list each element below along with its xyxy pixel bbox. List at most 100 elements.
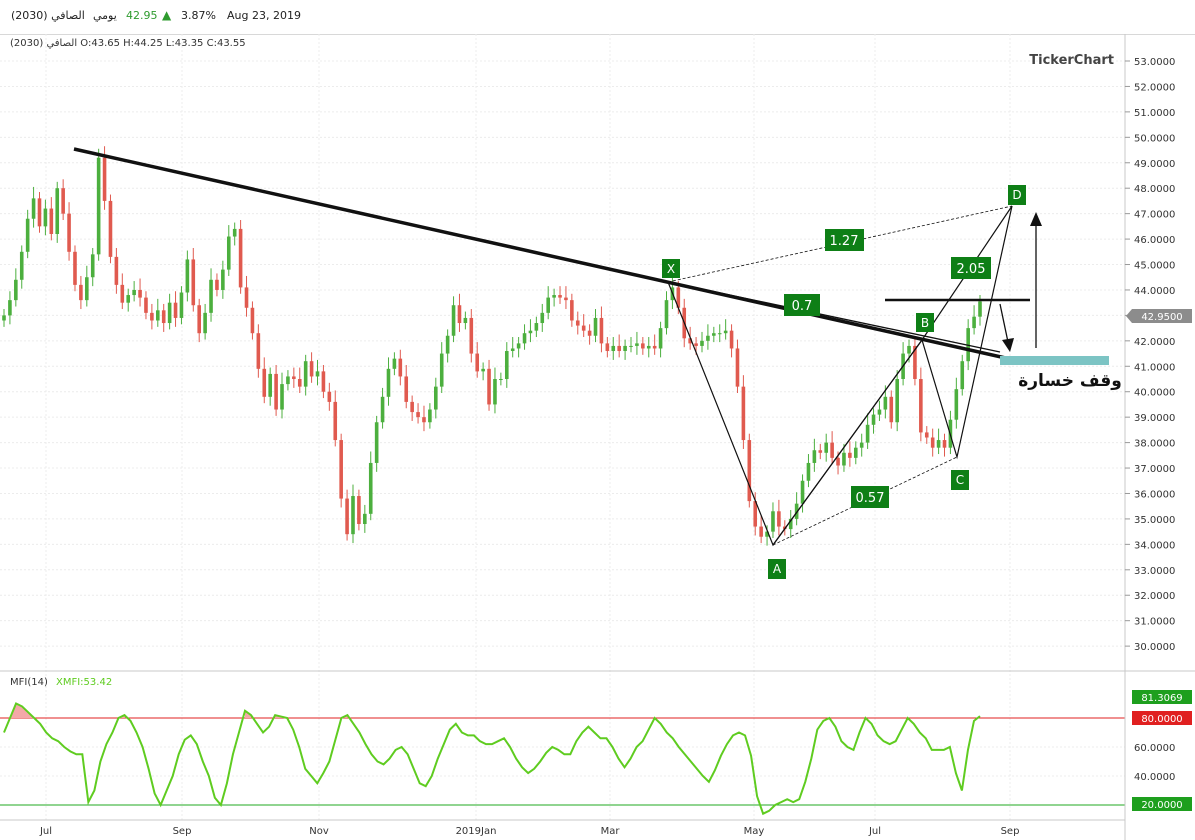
candle-body <box>706 335 710 341</box>
change-percent: 3.87% <box>181 9 216 22</box>
candle-body <box>481 368 485 372</box>
candle-body <box>717 333 722 335</box>
candle-body <box>575 320 580 326</box>
candle-body <box>315 371 320 377</box>
candle-body <box>215 279 219 290</box>
candle-body <box>25 218 30 252</box>
candle-body <box>416 412 420 418</box>
candle-body <box>877 409 882 415</box>
mfi-y-tick-label: 40.0000 <box>1134 772 1175 783</box>
candle-body <box>434 386 438 410</box>
candle-body <box>629 345 633 347</box>
candle-body <box>114 256 119 285</box>
candle-body <box>853 447 858 458</box>
candle-body <box>936 440 941 448</box>
svg-text:20.0000: 20.0000 <box>1141 800 1182 811</box>
svg-text:42.9500: 42.9500 <box>1141 312 1182 323</box>
candle-body <box>794 503 799 519</box>
candle-body <box>741 386 746 441</box>
candle-body <box>546 297 550 313</box>
long-trendline <box>73 147 1029 365</box>
last-price-label: 42.9500 <box>1126 309 1192 323</box>
candle-body <box>564 297 568 301</box>
candle-body <box>292 376 296 379</box>
candle-body <box>635 343 639 346</box>
candle-body <box>380 396 385 423</box>
svg-text:C: C <box>956 473 964 487</box>
candle-body <box>345 498 349 535</box>
candle-body <box>439 353 444 387</box>
candle-body <box>688 338 692 344</box>
candle-body <box>883 396 888 410</box>
candle-body <box>392 358 397 369</box>
candle-body <box>90 254 95 278</box>
candle-body <box>842 452 846 466</box>
candle-body <box>516 343 521 349</box>
point-d-label: D <box>1008 185 1026 205</box>
candle-body <box>173 302 178 318</box>
price-candles <box>2 146 982 546</box>
candle-body <box>919 379 923 433</box>
mfi-overbought-fill <box>10 703 35 718</box>
point-a-label: A <box>768 559 786 579</box>
y-tick-label: 33.0000 <box>1134 566 1175 577</box>
y-tick-label: 36.0000 <box>1134 489 1175 500</box>
candle-body <box>303 361 308 387</box>
candle-body <box>475 353 480 372</box>
candle-body <box>339 440 343 499</box>
svg-text:81.3069: 81.3069 <box>1141 693 1182 704</box>
y-tick-label: 40.0000 <box>1134 388 1175 399</box>
svg-text:D: D <box>1012 188 1021 202</box>
last-price: 42.95 <box>126 9 158 22</box>
candle-body <box>2 315 6 321</box>
candle-body <box>871 414 876 425</box>
candle-body <box>155 310 160 321</box>
candle-body <box>132 289 136 296</box>
y-tick-label: 46.0000 <box>1134 235 1175 246</box>
candle-body <box>700 340 704 346</box>
candle-body <box>646 345 651 349</box>
candle-body <box>907 345 911 354</box>
candle-body <box>930 437 935 448</box>
candle-body <box>327 391 332 402</box>
candle-body <box>404 376 409 402</box>
candle-body <box>37 198 42 227</box>
candle-body <box>126 295 131 303</box>
candle-body <box>374 422 379 463</box>
candle-body <box>800 480 805 504</box>
candle-body <box>540 312 545 324</box>
svg-text:1.27: 1.27 <box>830 234 859 249</box>
candle-body <box>14 279 18 301</box>
candle-body <box>203 312 207 334</box>
candle-body <box>357 496 361 525</box>
candle-body <box>859 442 864 448</box>
stop-loss-zone <box>1000 356 1109 365</box>
candle-body <box>824 442 829 453</box>
y-tick-label: 38.0000 <box>1134 439 1175 450</box>
point-b-label: B <box>916 313 934 332</box>
symbol-name[interactable]: الصافي (2030) <box>11 9 85 22</box>
y-tick-label: 48.0000 <box>1134 184 1175 195</box>
candle-body <box>19 251 24 280</box>
y-tick-label: 32.0000 <box>1134 591 1175 602</box>
candle-body <box>309 361 314 377</box>
candle-body <box>31 198 36 219</box>
candle-body <box>102 157 107 201</box>
candle-body <box>179 292 184 318</box>
chart-header: الصافي (2030) يومي 42.95 ▲ 3.87% Aug 23,… <box>0 0 1195 35</box>
candle-body <box>605 343 610 352</box>
candle-body <box>197 305 201 334</box>
period-label[interactable]: يومي <box>93 9 117 22</box>
chart-canvas[interactable]: وقف خسارة X A B C D 1.27 0.7 2.05 0.57 6… <box>0 34 1195 840</box>
y-tick-label: 44.0000 <box>1134 286 1175 297</box>
candle-body <box>889 396 894 423</box>
candle-body <box>652 345 657 349</box>
x-tick-label: Sep <box>173 826 192 837</box>
candle-body <box>924 432 929 438</box>
candle-body <box>108 200 113 257</box>
mfi-level-80-label: 80.0000 <box>1132 711 1192 725</box>
candle-body <box>428 409 432 423</box>
candle-body <box>286 376 290 385</box>
candle-body <box>806 462 811 481</box>
candle-body <box>830 442 834 458</box>
